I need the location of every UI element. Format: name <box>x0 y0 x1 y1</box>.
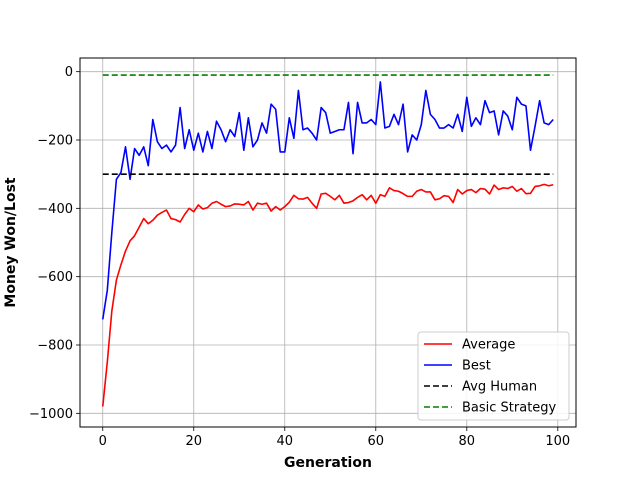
x-axis-label: Generation <box>284 455 372 471</box>
y-tick-label: −200 <box>37 134 73 149</box>
series-line-average <box>101 183 554 407</box>
y-tick-label: 0 <box>65 65 73 80</box>
legend: Average Best Avg Human Basic Strategy <box>417 331 570 421</box>
x-tick-label: 0 <box>99 434 107 449</box>
y-tick-label: −400 <box>37 202 73 217</box>
legend-label: Best <box>462 359 491 374</box>
grid-lines <box>80 58 576 427</box>
x-tick-label: 100 <box>545 434 570 449</box>
legend-label: Avg Human <box>462 380 537 395</box>
legend-label: Basic Strategy <box>462 401 557 416</box>
legend-box <box>417 331 570 421</box>
x-tick-label: 60 <box>368 434 385 449</box>
x-tick-label: 40 <box>276 434 293 449</box>
plot-series <box>101 74 554 407</box>
series-line-best <box>101 81 554 320</box>
y-tick-label: −800 <box>37 339 73 354</box>
y-tick-label: −1000 <box>29 407 73 422</box>
axis-ticks: 0 20 40 60 80 100 −1000 −800 −600 −400 −200 0 <box>29 65 570 449</box>
x-tick-label: 80 <box>459 434 476 449</box>
y-tick-label: −600 <box>37 270 73 285</box>
x-tick-label: 20 <box>185 434 202 449</box>
y-axis-label: Money Won/Lost <box>3 177 19 308</box>
plot-frame <box>79 57 577 428</box>
legend-label: Average <box>462 338 515 353</box>
